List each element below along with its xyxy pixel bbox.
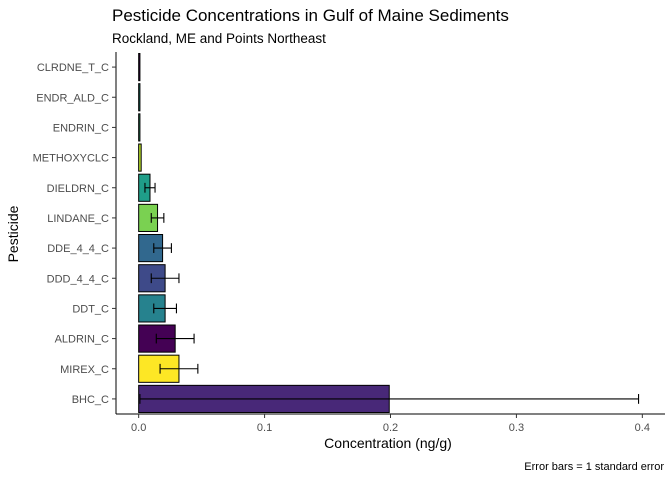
chart-title: Pesticide Concentrations in Gulf of Main… [112,6,509,25]
y-tick-label: ALDRIN_C [55,334,109,346]
x-axis: 0.0 0.1 0.2 0.3 0.4 [131,414,650,434]
y-tick-label: DDE_4_4_C [47,243,109,255]
x-axis-title: Concentration (ng/g) [324,435,452,451]
y-tick-label: BHC_C [72,394,109,406]
bar [138,143,142,172]
y-axis: CLRDNE_T_C ENDR_ALD_C ENDRIN_C METHOXYCLC DI… [33,62,116,406]
chart-subtitle: Rockland, ME and Points Northeast [112,31,326,46]
caption: Error bars = 1 standard error [524,461,664,473]
x-tick-label: 0.4 [635,422,650,434]
y-tick-label: LINDANE_C [47,213,109,225]
error-bar [153,243,172,253]
y-tick-label: ENDR_ALD_C [36,92,109,104]
y-tick-label: METHOXYCLC [33,153,109,165]
y-tick-label: DDD_4_4_C [47,273,109,285]
x-tick-label: 0.2 [383,422,398,434]
error-bar [153,303,177,314]
y-tick-label: DDT_C [72,303,109,315]
plot-area [138,53,640,413]
y-tick-label: DIELDRN_C [47,183,109,195]
y-tick-label: CLRDNE_T_C [37,62,109,74]
x-tick-label: 0.3 [509,422,524,434]
error-bar [159,363,199,374]
bar [138,53,141,82]
y-tick-label: MIREX_C [60,364,109,376]
bar [138,113,141,142]
error-bar [150,213,165,223]
x-tick-label: 0.0 [131,422,146,434]
x-tick-label: 0.1 [257,422,272,434]
error-bar [155,333,195,344]
bar [138,83,141,112]
error-bar [150,273,180,284]
y-tick-label: ENDRIN_C [53,122,109,134]
y-axis-title: Pesticide [5,205,21,262]
error-bar [139,394,640,404]
error-bar [144,182,156,193]
